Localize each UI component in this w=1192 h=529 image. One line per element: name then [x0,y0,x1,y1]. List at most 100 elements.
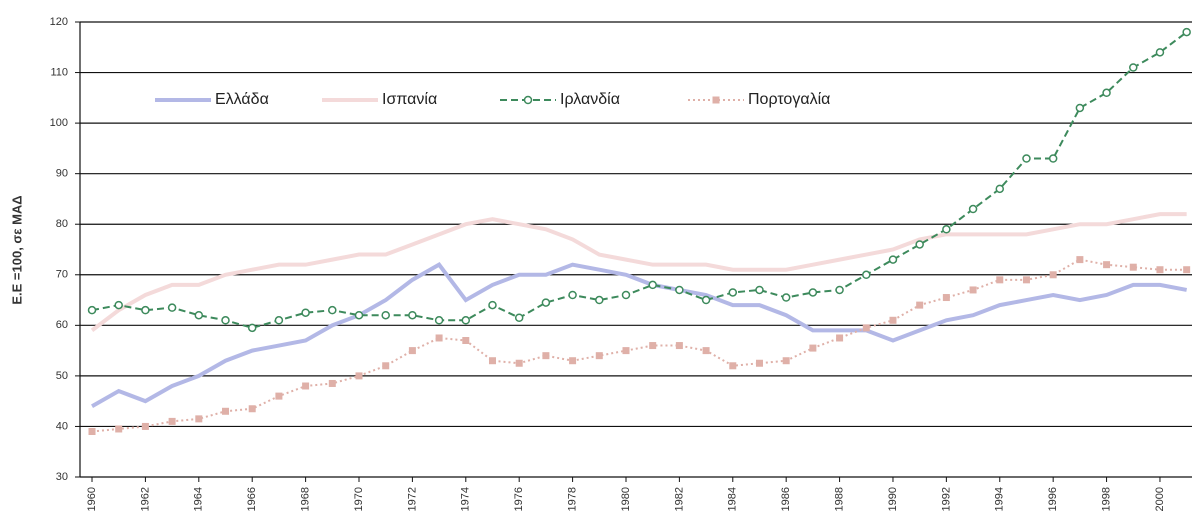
point [781,293,791,302]
point [675,285,684,295]
point [836,334,844,342]
x-tick-label: 1978 [566,487,578,511]
point [1156,266,1164,274]
legend-label: Ελλάδα [215,91,269,108]
point [141,422,149,430]
point [862,270,871,280]
point [514,313,524,322]
point [488,357,496,365]
point [1103,261,1111,269]
point [888,255,898,264]
point [434,316,444,325]
legend-label: Ισπανία [382,91,437,108]
point [115,425,123,433]
point [381,310,390,320]
point [87,305,97,315]
point [328,305,337,315]
legend-item: Ισπανία [322,91,437,108]
legend-marker [712,96,720,104]
point [755,285,764,295]
point [862,324,870,332]
point [194,310,204,320]
point [328,379,336,387]
point [274,316,284,325]
point [728,288,738,297]
point [275,392,283,400]
x-tick-label: 1970 [353,487,365,511]
x-tick-label: 1964 [193,487,205,511]
legend-label: Ιρλανδία [560,91,620,108]
point [1102,88,1111,98]
point [168,417,176,425]
point [995,184,1005,194]
point [968,204,978,214]
point [435,334,443,342]
x-tick-label: 1980 [620,487,632,511]
y-tick-label: 30 [56,471,68,483]
x-tick-label: 1998 [1100,487,1112,511]
point [247,323,257,333]
y-tick-label: 110 [50,66,68,78]
point [462,337,470,344]
point [942,225,951,234]
point [1155,48,1165,57]
x-tick-label: 2000 [1154,487,1166,511]
y-tick-label: 120 [50,16,68,28]
point [889,316,897,324]
point [408,347,416,355]
point [408,310,417,320]
x-tick-label: 1992 [940,487,952,511]
point [916,301,924,309]
x-tick-label: 1996 [1047,487,1059,511]
point [301,308,310,317]
legend-item: Ιρλανδία [500,91,620,108]
point [942,294,950,302]
point [195,415,203,423]
point [675,342,683,350]
point [1129,63,1138,72]
x-tick-label: 1990 [887,487,899,511]
legend-item: Πορτογαλία [688,91,830,108]
x-tick-label: 1994 [994,487,1006,511]
x-tick-label: 1976 [513,487,525,511]
y-tick-label: 70 [56,269,68,281]
y-tick-label: 90 [56,168,68,180]
y-tick-label: 100 [50,117,68,129]
x-tick-label: 1982 [673,487,685,511]
point [835,285,844,295]
point [701,295,711,305]
point [382,362,390,370]
point [542,352,550,360]
point [649,342,657,350]
point [702,347,710,355]
point [515,359,523,367]
point [809,344,817,352]
point [568,290,577,300]
point [1022,276,1030,284]
point [88,428,96,435]
y-tick-label: 50 [56,370,68,382]
point [648,280,657,290]
point [569,357,577,365]
y-tick-label: 40 [56,420,68,432]
point [167,303,177,312]
x-tick-label: 1988 [833,487,845,511]
series-line [91,262,1188,408]
x-tick-label: 1972 [406,487,418,511]
point [729,362,737,370]
point [622,347,630,355]
x-tick-label: 1974 [460,487,472,511]
point [755,359,763,367]
series-line [91,31,1188,329]
x-tick-label: 1986 [780,487,792,511]
x-tick-label: 1962 [139,487,151,511]
point [1075,103,1085,113]
point [114,300,123,310]
point [1182,27,1191,37]
point [1048,154,1058,163]
point [808,288,818,297]
point [1076,256,1084,264]
point [1049,271,1057,279]
series-line [91,258,1187,433]
